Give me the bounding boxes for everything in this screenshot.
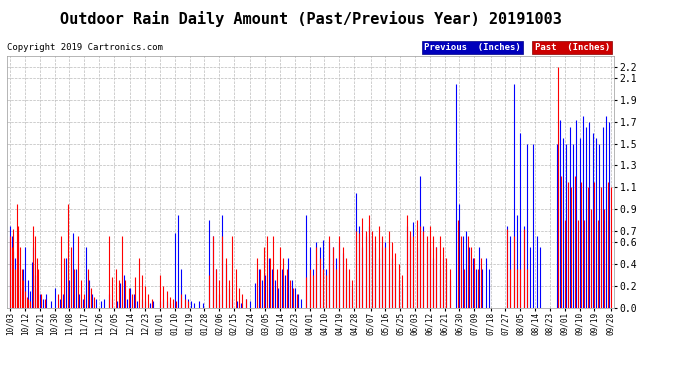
Text: Past  (Inches): Past (Inches) xyxy=(535,43,610,52)
Text: Previous  (Inches): Previous (Inches) xyxy=(424,43,521,52)
Text: Outdoor Rain Daily Amount (Past/Previous Year) 20191003: Outdoor Rain Daily Amount (Past/Previous… xyxy=(59,11,562,27)
Text: Copyright 2019 Cartronics.com: Copyright 2019 Cartronics.com xyxy=(7,43,163,52)
